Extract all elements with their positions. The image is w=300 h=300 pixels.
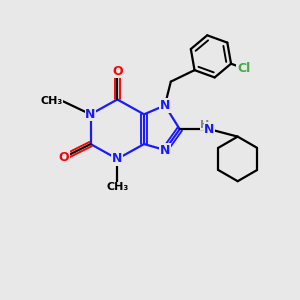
Text: N: N	[85, 108, 96, 121]
Text: N: N	[112, 152, 122, 165]
Text: Cl: Cl	[237, 62, 250, 75]
Text: N: N	[160, 143, 170, 157]
Text: H: H	[200, 120, 210, 130]
Text: CH₃: CH₃	[40, 96, 62, 106]
Text: O: O	[112, 65, 123, 78]
Text: N: N	[160, 99, 170, 112]
Text: CH₃: CH₃	[106, 182, 128, 192]
Text: O: O	[58, 151, 69, 164]
Text: N: N	[204, 123, 214, 136]
